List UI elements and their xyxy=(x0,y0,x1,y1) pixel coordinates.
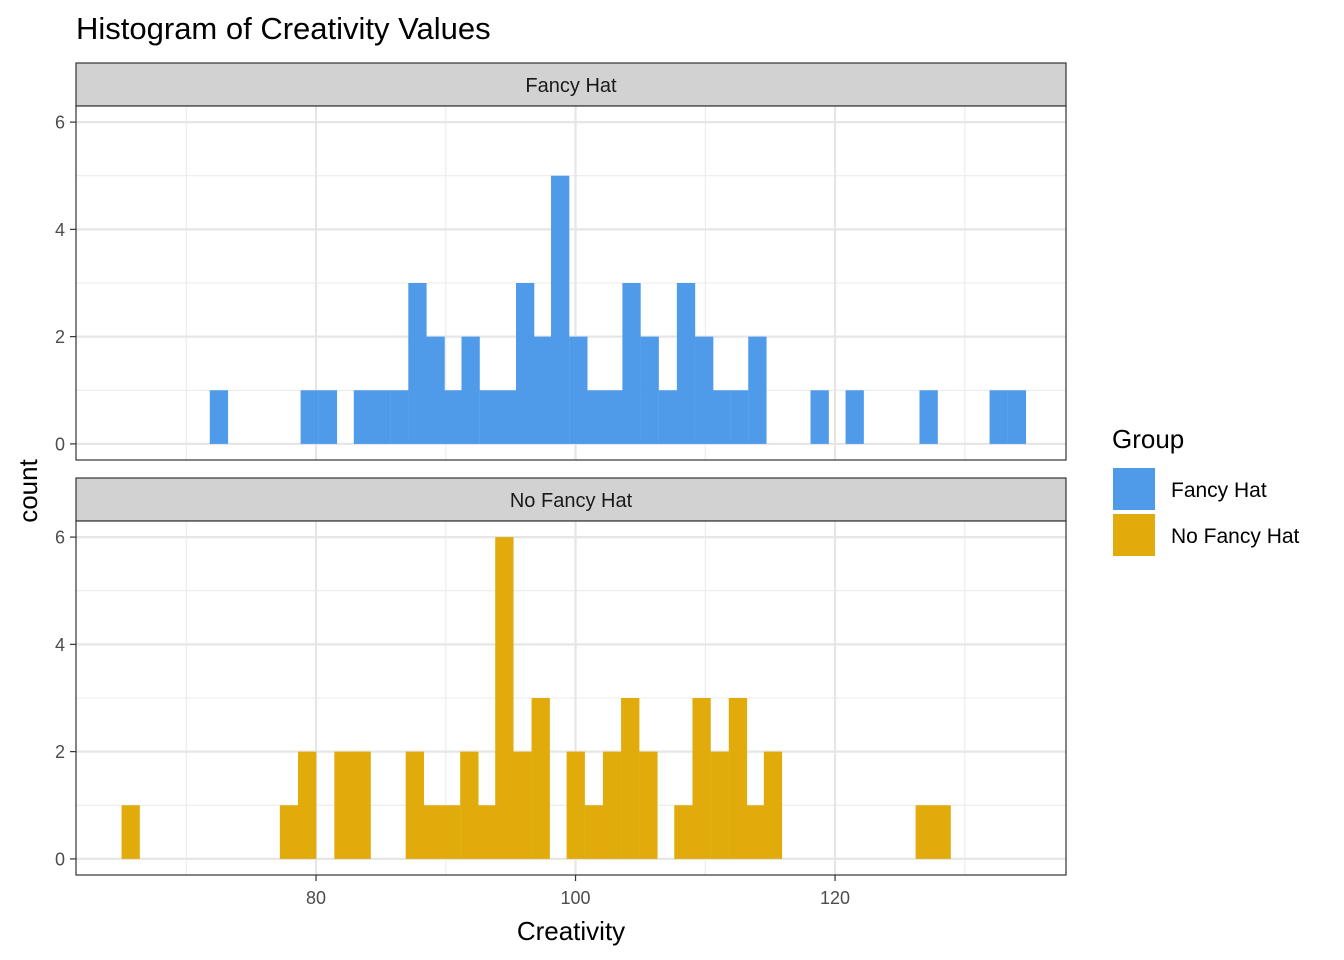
histogram-bar xyxy=(748,336,767,444)
histogram-bar xyxy=(532,336,552,444)
histogram-bar xyxy=(932,805,951,859)
histogram-bar xyxy=(710,751,729,859)
histogram-bar xyxy=(695,336,714,444)
panel-grid xyxy=(76,521,1066,875)
y-axis: 0 2 4 6 xyxy=(55,528,76,869)
histogram-bar xyxy=(513,751,532,859)
histogram-bar xyxy=(584,805,604,859)
histogram-bar xyxy=(443,390,462,444)
histogram-bar xyxy=(479,390,498,444)
histogram-bar xyxy=(587,390,606,444)
histogram-bar xyxy=(602,751,622,859)
y-axis: 0 2 4 6 xyxy=(55,113,76,454)
histogram-bar xyxy=(515,283,535,444)
y-tick-label: 2 xyxy=(55,327,65,347)
histogram-bar xyxy=(497,390,517,444)
histogram-bar xyxy=(569,336,588,444)
histogram-bar xyxy=(639,751,658,859)
histogram-bar xyxy=(300,390,319,444)
histogram-bar xyxy=(728,698,748,859)
histogram-bar xyxy=(461,336,480,444)
y-tick-label: 4 xyxy=(55,635,65,655)
chart-title: Histogram of Creativity Values xyxy=(76,11,491,46)
histogram-bar xyxy=(551,175,570,444)
histogram-bars xyxy=(209,175,1027,444)
x-tick-label: 80 xyxy=(306,888,326,908)
histogram-bar xyxy=(674,805,693,859)
x-tick-label: 120 xyxy=(820,888,850,908)
histogram-bar xyxy=(658,390,678,444)
histogram-bar xyxy=(621,698,640,859)
legend-swatch-fancy-hat xyxy=(1113,468,1155,510)
strip-background xyxy=(75,62,1067,107)
y-tick-label: 6 xyxy=(55,528,65,548)
histogram-bar xyxy=(353,390,373,444)
y-tick-label: 0 xyxy=(55,434,65,454)
histogram-bar xyxy=(711,390,731,444)
histogram-bar xyxy=(810,390,829,444)
histogram-bar xyxy=(566,751,585,859)
legend-swatch-no-fancy-hat xyxy=(1113,514,1155,556)
histogram-bar xyxy=(352,751,371,859)
panel-border xyxy=(75,520,1067,876)
y-tick-label: 4 xyxy=(55,220,65,240)
histogram-bar xyxy=(371,390,391,444)
strip-label: No Fancy Hat xyxy=(510,490,633,512)
legend: Group Fancy Hat No Fancy Hat xyxy=(1112,424,1300,556)
facet-panel-fancy-hat: Fancy Hat 0 2 4 6 xyxy=(55,62,1067,461)
histogram-bar xyxy=(495,537,514,859)
legend-label-no-fancy-hat: No Fancy Hat xyxy=(1171,525,1300,548)
histogram-bar xyxy=(405,751,425,859)
strip-label: Fancy Hat xyxy=(525,75,617,97)
panel-border xyxy=(75,105,1067,461)
histogram-bar xyxy=(209,390,229,444)
histogram-bar xyxy=(460,751,479,859)
histogram-bar xyxy=(640,336,659,444)
histogram-bar xyxy=(605,390,624,444)
histogram-bar xyxy=(478,805,497,859)
histogram-bar xyxy=(915,805,934,859)
y-tick-label: 6 xyxy=(55,113,65,133)
histogram-bar xyxy=(845,390,864,444)
histogram-bar xyxy=(318,390,338,444)
histogram-bar xyxy=(989,390,1008,444)
histogram-bar xyxy=(622,283,641,444)
legend-label-fancy-hat: Fancy Hat xyxy=(1171,479,1267,502)
histogram-bar xyxy=(1007,390,1027,444)
strip-background xyxy=(75,477,1067,522)
histogram-bar xyxy=(531,698,550,859)
x-axis: 80 100 120 xyxy=(306,875,850,908)
histogram-bar xyxy=(746,805,766,859)
histogram-bar xyxy=(730,390,749,444)
histogram-bar xyxy=(423,805,443,859)
facet-panel-no-fancy-hat: No Fancy Hat 0 2 4 6 xyxy=(55,477,1067,876)
x-tick-label: 100 xyxy=(561,888,591,908)
histogram-bar xyxy=(334,751,353,859)
histogram-bar xyxy=(279,805,299,859)
y-tick-label: 2 xyxy=(55,742,65,762)
histogram-bar xyxy=(298,751,317,859)
y-axis-title: count xyxy=(13,458,43,522)
y-tick-label: 0 xyxy=(55,849,65,869)
histogram-bar xyxy=(763,751,783,859)
x-axis-title: Creativity xyxy=(517,916,625,946)
histogram-bar xyxy=(121,805,140,859)
histogram-bar xyxy=(676,283,696,444)
legend-title: Group xyxy=(1112,424,1184,454)
histogram-bar xyxy=(390,390,409,444)
histogram-bar xyxy=(426,336,445,444)
histogram-bar xyxy=(919,390,938,444)
histogram-bar xyxy=(408,283,427,444)
histogram-bars xyxy=(121,537,951,859)
histogram-bar xyxy=(442,805,461,859)
histogram-bar xyxy=(692,698,711,859)
